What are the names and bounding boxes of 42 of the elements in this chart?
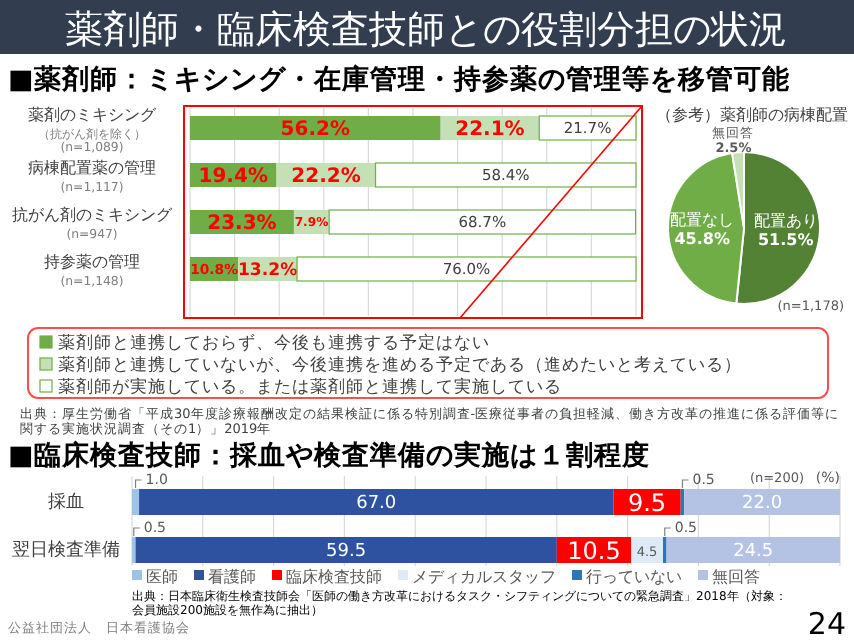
bar	[296, 256, 637, 282]
bar	[684, 489, 840, 515]
legend-label: 無回答	[712, 568, 760, 586]
y-tick-label: 翌日検査準備	[12, 539, 120, 562]
chart-title: ■臨床検査技師：採血や検査準備の実施は１割程度	[8, 438, 650, 472]
legend-label: 看護師	[208, 568, 256, 586]
legend-label: 医師	[146, 568, 178, 586]
chart-subtitle: ■薬剤師：ミキシング・在庫管理・持参薬の管理等を移管可能	[8, 62, 790, 96]
data-label: 23.3%	[207, 213, 277, 236]
data-label: 19.4%	[198, 166, 268, 189]
text: 24	[807, 606, 846, 640]
bar	[132, 489, 140, 515]
bar	[135, 537, 557, 563]
data-label: 22.0	[742, 494, 783, 514]
data-label: 22.2%	[291, 166, 361, 189]
slice-label: 配置なし	[670, 211, 735, 230]
bar	[538, 115, 637, 141]
data-label: 13.2%	[237, 261, 299, 282]
data-label: 45.8%	[674, 229, 730, 248]
legend-label: 薬剤師と連携しておらず、今後も連携する予定はない	[58, 332, 490, 354]
data-label: 24.5	[733, 542, 774, 562]
data-label: 56.2%	[280, 119, 351, 142]
slice-label: 配置あり	[753, 212, 818, 231]
chart-title: 薬剤師・臨床検査技師との役割分担の状況	[65, 8, 787, 52]
bar	[139, 489, 614, 515]
data-label: 59.5	[326, 542, 367, 562]
legend-label: メディカルスタッフ	[412, 568, 556, 586]
chart-title: （参考）薬剤師の病棟配置	[656, 106, 848, 124]
legend-label: 薬剤師と連携していないが、今後連携を進める予定である（進めたいと考えている）	[58, 354, 742, 376]
bar	[666, 537, 840, 563]
y-tick-label: 採血	[48, 491, 84, 514]
data-label: 51.5%	[757, 230, 814, 249]
bar	[190, 116, 441, 140]
data-label: 22.1%	[455, 119, 525, 142]
legend-label: 薬剤師が実施している。または薬剤師と連携して実施している	[58, 376, 562, 398]
legend-label: 行っていない	[586, 568, 682, 586]
bar	[328, 209, 637, 235]
data-label: 67.0	[356, 494, 397, 514]
legend-label: 臨床検査技師	[286, 568, 382, 586]
bar	[374, 162, 637, 188]
data-label: 10.5	[567, 537, 621, 565]
data-label: 9.5	[627, 489, 667, 517]
